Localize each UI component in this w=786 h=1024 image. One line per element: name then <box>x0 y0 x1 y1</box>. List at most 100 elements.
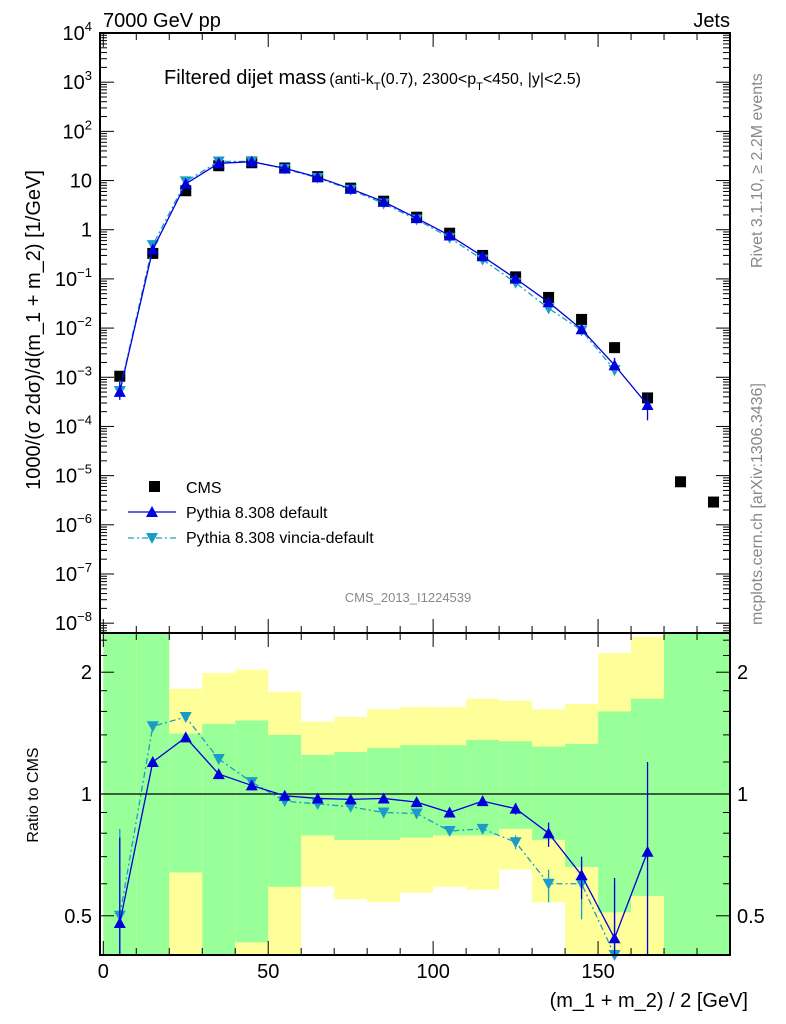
cms-point <box>708 496 720 508</box>
marker-1 <box>146 243 159 255</box>
ratio-marker-1 <box>377 792 390 804</box>
title-main: Filtered dijet mass <box>164 67 326 89</box>
ratio-marker-1 <box>212 768 225 780</box>
legend-default-marker <box>146 506 158 517</box>
green-band <box>235 720 269 943</box>
y-tick-label: 10−4 <box>55 412 92 438</box>
series-line-2 <box>119 160 616 392</box>
chart-title: Filtered dijet mass (anti-kT(0.7), 2300<p… <box>164 67 581 93</box>
ratio-marker-2 <box>410 808 423 820</box>
ratio-marker-2 <box>377 807 390 819</box>
x-tick-label: 100 <box>416 961 449 983</box>
cms-point <box>576 313 588 325</box>
ratio-marker-1 <box>509 802 522 814</box>
marker-1 <box>377 195 390 207</box>
legend-cms-marker <box>149 481 160 492</box>
y-tick-label: 104 <box>63 19 92 45</box>
y-tick-label: 10−5 <box>55 462 92 488</box>
green-band <box>499 741 533 829</box>
marker-1 <box>179 177 192 189</box>
subtitle-2: (0.7), 2300<p <box>380 71 476 88</box>
ratio-tick-label-right: 0.5 <box>737 906 765 928</box>
ratio-marker-2 <box>344 801 357 813</box>
marker-1 <box>509 272 522 284</box>
legend-cms: CMS <box>186 480 222 497</box>
green-band <box>466 739 500 836</box>
ratio-tick-label-left: 1 <box>81 784 92 806</box>
marker-1 <box>410 212 423 224</box>
x-tick-label: 0 <box>98 961 109 983</box>
x-axis-label: (m_1 + m_2) / 2 [GeV] <box>550 990 748 1012</box>
ratio-marker-1 <box>245 779 258 791</box>
legend-default: Pythia 8.308 default <box>186 505 328 522</box>
x-tick-label: 50 <box>257 961 279 983</box>
y-tick-label: 10−2 <box>55 314 92 340</box>
green-band <box>433 745 467 836</box>
ratio-marker-1 <box>641 845 654 857</box>
y-axis-label: 1000/(σ 2dσ)/d(m_1 + m_2) [1/GeV] <box>23 170 45 490</box>
marker-1 <box>641 398 654 410</box>
cms-point <box>114 370 126 382</box>
legend-vincia: Pythia 8.308 vincia-default <box>186 530 374 547</box>
y-tick-label: 103 <box>63 68 92 94</box>
subtitle-3: <450, |y|<2.5) <box>483 71 581 88</box>
marker-1 <box>113 385 126 397</box>
y-tick-label: 10−1 <box>55 265 92 291</box>
ratio-tick-label-right: 2 <box>737 662 748 684</box>
y-tick-label: 10−6 <box>55 511 92 537</box>
ratio-marker-2 <box>509 837 522 849</box>
legend-vincia-marker <box>146 533 158 544</box>
ratio-marker-2 <box>146 721 159 733</box>
ratio-bands <box>103 633 730 955</box>
marker-1 <box>443 229 456 241</box>
ratio-marker-1 <box>146 755 159 767</box>
y-tick-label: 1 <box>81 220 92 242</box>
y-tick-label: 10−7 <box>55 560 92 586</box>
ratio-marker-2 <box>443 826 456 838</box>
marker-1 <box>311 171 324 183</box>
y-tick-label: 10−8 <box>55 609 92 635</box>
marker-1 <box>575 323 588 335</box>
x-tick-label: 150 <box>581 961 614 983</box>
green-band <box>268 734 302 887</box>
subtitle-1: (anti-k <box>329 71 374 88</box>
subtitle-sub2: T <box>476 81 483 93</box>
ratio-frame <box>99 632 731 956</box>
marker-1 <box>476 250 489 262</box>
watermark: CMS_2013_I1224539 <box>345 590 472 605</box>
cms-point <box>675 476 687 488</box>
ratio-marker-1 <box>311 792 324 804</box>
ratio-marker-2 <box>476 823 489 835</box>
marker-1 <box>344 182 357 194</box>
ratio-y-label: Ratio to CMS <box>25 747 42 842</box>
marker-1 <box>542 296 555 308</box>
marker-1 <box>212 157 225 169</box>
green-band <box>169 733 203 873</box>
ratio-marker-1 <box>278 789 291 801</box>
ratio-tick-label-left: 2 <box>81 662 92 684</box>
green-band <box>400 745 434 838</box>
marker-1 <box>608 359 621 371</box>
ratio-tick-label-left: 0.5 <box>64 906 92 928</box>
green-band <box>565 743 599 868</box>
header-left: 7000 GeV pp <box>103 10 221 32</box>
y-tick-label: 10 <box>70 171 92 193</box>
ratio-marker-1 <box>575 869 588 881</box>
ratio-marker-1 <box>344 793 357 805</box>
ratio-marker-1 <box>443 806 456 818</box>
ratio-marker-1 <box>179 731 192 743</box>
ratio-marker-2 <box>542 878 555 890</box>
ratio-marker-1 <box>608 932 621 944</box>
ratio-marker-1 <box>542 827 555 839</box>
marker-1 <box>245 155 258 167</box>
subtitle-sub1: T <box>374 81 381 93</box>
ratio-marker-2 <box>212 754 225 766</box>
y-tick-label: 10−3 <box>55 363 92 389</box>
header-right: Jets <box>693 10 730 32</box>
cms-point <box>609 342 621 354</box>
rivet-label: Rivet 3.1.10, ≥ 2.2M events <box>749 73 766 268</box>
mcplots-label: mcplots.cern.ch [arXiv:1306.3436] <box>749 383 766 625</box>
legend: CMS Pythia 8.308 default Pythia 8.308 vi… <box>128 480 374 547</box>
